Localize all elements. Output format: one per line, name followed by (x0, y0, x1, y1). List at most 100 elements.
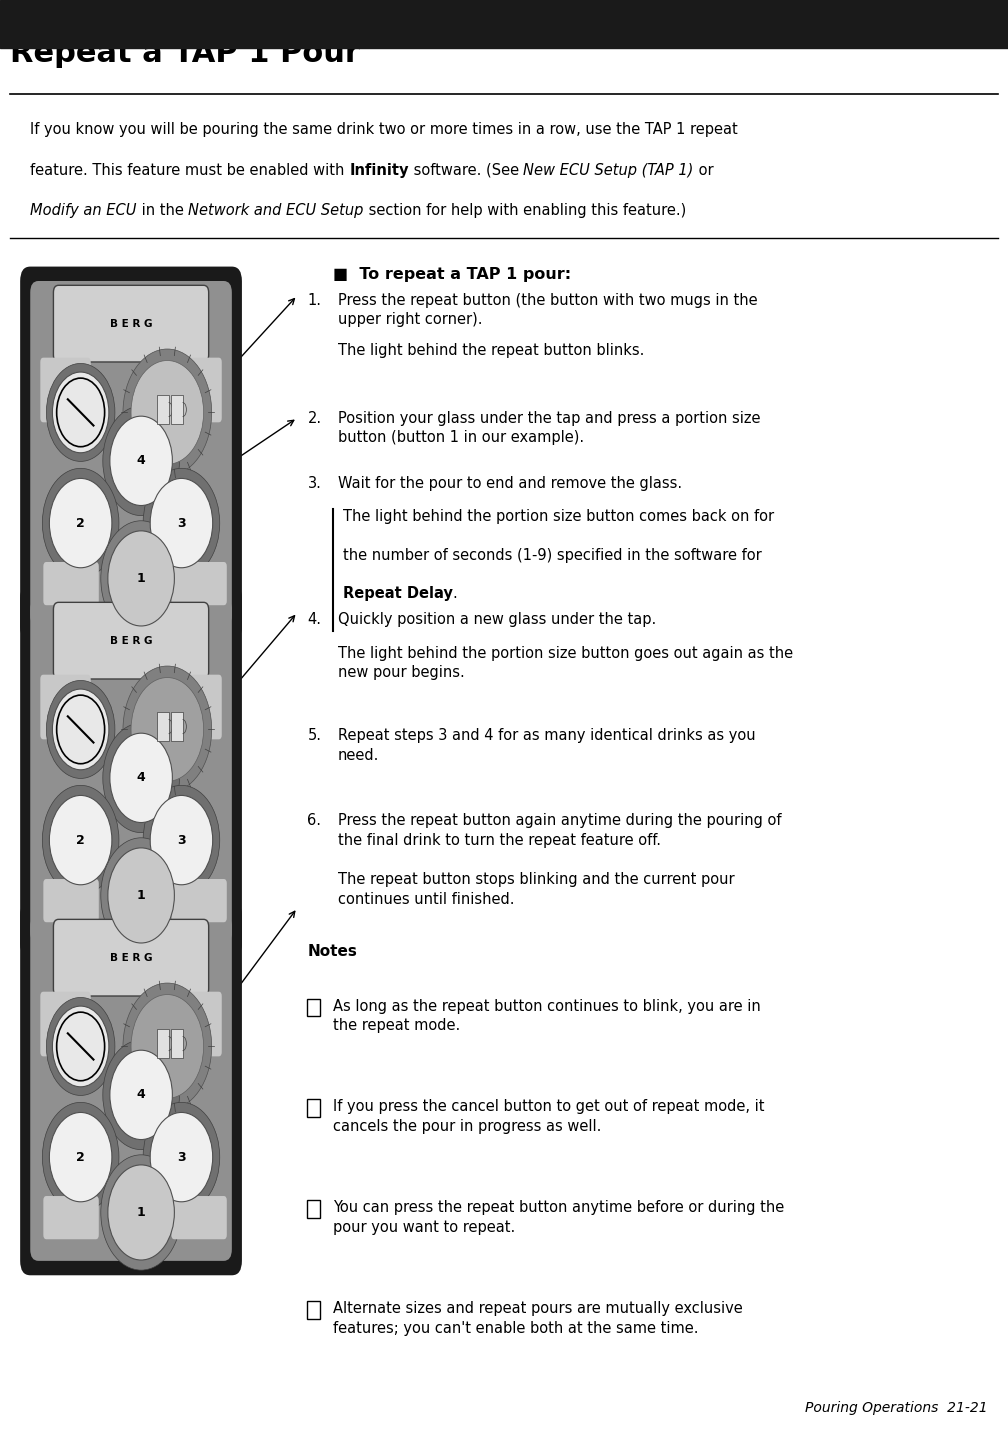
Circle shape (108, 1164, 174, 1259)
Circle shape (103, 1040, 179, 1150)
Text: The light behind the portion size button comes back on for: The light behind the portion size button… (343, 509, 774, 523)
Text: 3: 3 (177, 516, 185, 530)
Text: the number of seconds (1-9) specified in the software for: the number of seconds (1-9) specified in… (343, 548, 761, 562)
Bar (0, 0, 1008, 48)
Circle shape (150, 478, 213, 568)
Text: B E R G: B E R G (110, 953, 152, 963)
Text: Infinity: Infinity (349, 163, 408, 177)
FancyBboxPatch shape (30, 598, 232, 944)
Text: 1.: 1. (307, 293, 322, 307)
Circle shape (123, 983, 212, 1110)
Bar (307, 1301, 320, 1319)
Circle shape (52, 1006, 109, 1087)
Text: The repeat button stops blinking and the current pour
continues until finished.: The repeat button stops blinking and the… (338, 872, 734, 906)
Bar (307, 999, 320, 1016)
Bar (157, 395, 168, 424)
Text: You can press the repeat button anytime before or during the
pour you want to re: You can press the repeat button anytime … (333, 1200, 784, 1235)
FancyBboxPatch shape (53, 602, 209, 679)
FancyBboxPatch shape (30, 281, 232, 627)
Bar (157, 712, 168, 741)
FancyBboxPatch shape (43, 879, 99, 922)
Circle shape (46, 997, 115, 1095)
Bar (157, 1029, 168, 1058)
Text: .: . (453, 586, 458, 601)
Circle shape (46, 363, 115, 461)
Circle shape (131, 677, 204, 781)
Text: 3: 3 (177, 833, 185, 847)
Text: 2.: 2. (307, 411, 322, 425)
Circle shape (110, 733, 172, 823)
Bar (171, 712, 182, 741)
Text: 5.: 5. (307, 728, 322, 742)
Circle shape (108, 530, 174, 625)
Text: B E R G: B E R G (110, 318, 152, 329)
FancyBboxPatch shape (171, 1196, 227, 1239)
Text: The light behind the portion size button goes out again as the
new pour begins.: The light behind the portion size button… (338, 646, 793, 680)
Circle shape (42, 785, 119, 895)
Text: Network and ECU Setup: Network and ECU Setup (188, 203, 364, 218)
Text: As long as the repeat button continues to blink, you are in
the repeat mode.: As long as the repeat button continues t… (333, 999, 760, 1033)
Text: Repeat a TAP 1 Pour: Repeat a TAP 1 Pour (10, 39, 360, 68)
Circle shape (143, 785, 220, 895)
FancyBboxPatch shape (171, 357, 222, 422)
Text: 3: 3 (177, 1150, 185, 1164)
Text: feature. This feature must be enabled with: feature. This feature must be enabled wi… (30, 163, 349, 177)
Text: New ECU Setup (TAP 1): New ECU Setup (TAP 1) (523, 163, 694, 177)
FancyBboxPatch shape (43, 1196, 99, 1239)
FancyBboxPatch shape (171, 674, 222, 739)
Text: 6.: 6. (307, 813, 322, 827)
Circle shape (131, 994, 204, 1098)
Text: in the: in the (137, 203, 188, 218)
Text: 2: 2 (77, 833, 85, 847)
Text: Position your glass under the tap and press a portion size
button (button 1 in o: Position your glass under the tap and pr… (338, 411, 760, 445)
Text: 2: 2 (77, 516, 85, 530)
FancyBboxPatch shape (171, 991, 222, 1056)
Text: Quickly position a new glass under the tap.: Quickly position a new glass under the t… (338, 612, 656, 627)
Circle shape (49, 795, 112, 885)
Circle shape (150, 1112, 213, 1202)
Bar (307, 1099, 320, 1117)
Circle shape (101, 520, 181, 635)
Text: Pouring Operations  21-21: Pouring Operations 21-21 (805, 1401, 988, 1415)
Text: Press the repeat button (the button with two mugs in the
upper right corner).: Press the repeat button (the button with… (338, 293, 757, 327)
Text: software. (See: software. (See (408, 163, 523, 177)
Text: The light behind the repeat button blinks.: The light behind the repeat button blink… (338, 343, 644, 357)
FancyBboxPatch shape (53, 919, 209, 996)
FancyBboxPatch shape (40, 674, 91, 739)
FancyBboxPatch shape (53, 285, 209, 362)
Circle shape (123, 666, 212, 793)
FancyBboxPatch shape (171, 879, 227, 922)
Text: 4: 4 (137, 771, 145, 784)
Text: 4: 4 (137, 1088, 145, 1101)
Circle shape (110, 416, 172, 506)
Circle shape (103, 723, 179, 833)
Circle shape (150, 795, 213, 885)
Text: Repeat Delay: Repeat Delay (343, 586, 453, 601)
Bar (171, 1029, 182, 1058)
FancyBboxPatch shape (171, 562, 227, 605)
Circle shape (143, 468, 220, 578)
Text: If you know you will be pouring the same drink two or more times in a row, use t: If you know you will be pouring the same… (30, 122, 738, 137)
FancyBboxPatch shape (40, 991, 91, 1056)
Circle shape (110, 1050, 172, 1140)
Text: 4.: 4. (307, 612, 322, 627)
Text: or: or (694, 163, 714, 177)
FancyBboxPatch shape (20, 901, 242, 1275)
Text: Notes: Notes (307, 944, 357, 958)
Text: B E R G: B E R G (110, 635, 152, 646)
Circle shape (131, 360, 204, 464)
Text: If you press the cancel button to get out of repeat mode, it
cancels the pour in: If you press the cancel button to get ou… (333, 1099, 764, 1134)
Text: 4: 4 (137, 454, 145, 467)
Circle shape (101, 1154, 181, 1270)
FancyBboxPatch shape (40, 357, 91, 422)
FancyBboxPatch shape (43, 562, 99, 605)
Circle shape (143, 1102, 220, 1212)
Text: Repeat steps 3 and 4 for as many identical drinks as you
need.: Repeat steps 3 and 4 for as many identic… (338, 728, 755, 762)
Circle shape (123, 349, 212, 476)
Circle shape (108, 847, 174, 942)
Bar (307, 1200, 320, 1218)
Circle shape (103, 406, 179, 516)
Bar (171, 395, 182, 424)
Text: Press the repeat button again anytime during the pouring of
the final drink to t: Press the repeat button again anytime du… (338, 813, 781, 847)
FancyBboxPatch shape (20, 584, 242, 958)
